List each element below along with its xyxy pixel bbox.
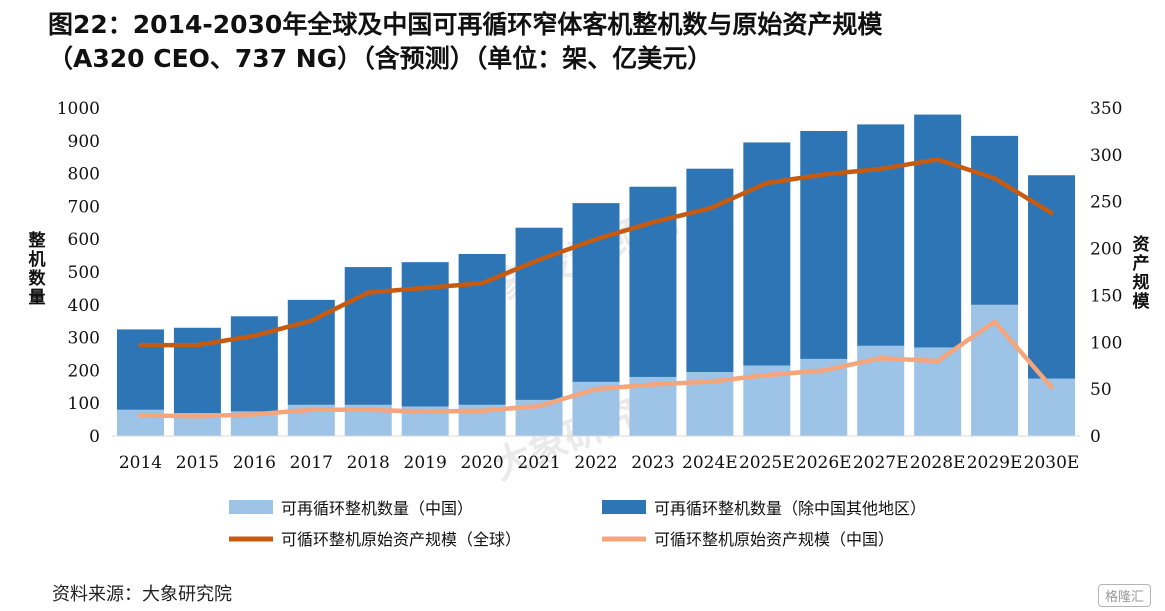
line-global-asset: [138, 157, 1054, 348]
bar-rest-of-world-2028E: [914, 114, 962, 348]
x-tick-label-2014: 2014: [119, 453, 162, 473]
x-tick-label-2019: 2019: [404, 453, 447, 473]
y-right-tick-300: 300: [1090, 146, 1122, 166]
bar-rest-of-world-2023: [629, 186, 677, 377]
legend-label-0: 可再循环整机数量（中国）: [281, 499, 473, 518]
y-left-tick-400: 400: [68, 296, 100, 316]
publisher-badge: 格隆汇: [1097, 584, 1151, 607]
bar-china-2015: [173, 413, 221, 436]
x-tick-label-2029E: 2029E: [967, 453, 1023, 473]
y-left-axis-title: 整机数量: [29, 230, 47, 308]
bar-china-2029E: [971, 304, 1019, 436]
y-right-axis-title: 资产规模: [1133, 234, 1151, 312]
legend: 可再循环整机数量（中国） 可再循环整机数量（除中国其他地区） 可循环整机原始资产规模…: [229, 499, 926, 549]
x-tick-label-2015: 2015: [176, 453, 219, 473]
axis-title-char: 量: [29, 287, 46, 308]
axis-title-char: 整: [29, 230, 46, 251]
x-tick-label-2016: 2016: [233, 453, 276, 473]
x-tick-label-2021: 2021: [517, 453, 560, 473]
x-tick-label-2018: 2018: [347, 453, 390, 473]
y-left-tick-200: 200: [68, 361, 100, 381]
x-tick-label-2017: 2017: [290, 453, 333, 473]
axis-title-char: 模: [1133, 291, 1151, 312]
legend-swatch-1: [602, 500, 646, 514]
y-right-tick-150: 150: [1090, 286, 1122, 306]
legend-label-2: 可循环整机原始资产规模（全球）: [281, 530, 521, 549]
y-right-tick-350: 350: [1090, 99, 1122, 119]
axis-title-char: 数: [29, 268, 47, 289]
y-left-tick-700: 700: [68, 197, 100, 217]
bar-rest-of-world-2025E: [743, 142, 791, 366]
bar-rest-of-world-2022: [572, 203, 620, 382]
y-right-tick-200: 200: [1090, 240, 1122, 260]
axes-layer: 2014 2015 2016 2017 2018 2019 2020 2021 2022 2023…: [57, 99, 1123, 473]
axis-title-char: 资: [1133, 234, 1150, 255]
legend-swatch-0: [229, 500, 273, 514]
y-right-tick-250: 250: [1090, 193, 1122, 213]
source-note: 资料来源：大象研究院: [52, 584, 232, 605]
legend-label-3: 可循环整机原始资产规模（中国）: [654, 530, 894, 549]
x-tick-label-2022: 2022: [574, 453, 617, 473]
bar-rest-of-world-2017: [287, 299, 335, 405]
x-tick-label-2020: 2020: [460, 453, 503, 473]
bar-rest-of-world-2018: [344, 267, 392, 405]
y-right-tick-50: 50: [1090, 380, 1112, 400]
bar-rest-of-world-2026E: [800, 130, 848, 359]
x-tick-label-2025E: 2025E: [739, 453, 795, 473]
chart-title-line2: （A320 CEO、737 NG）（含预测）（单位：架、亿美元）: [48, 44, 713, 73]
bar-rest-of-world-2030E: [1028, 175, 1076, 379]
y-left-tick-0: 0: [89, 427, 100, 447]
axis-title-char: 机: [29, 249, 46, 270]
y-left-tick-100: 100: [68, 394, 100, 414]
axis-title-char: 规: [1133, 273, 1150, 293]
chart-title: 图22：2014-2030年全球及中国可再循环窄体客机整机数与原始资产规模 （A…: [48, 8, 1148, 76]
x-tick-label-2024E: 2024E: [682, 453, 738, 473]
y-right-tick-0: 0: [1090, 427, 1101, 447]
bar-rest-of-world-2019: [401, 262, 449, 407]
x-tick-label-2028E: 2028E: [910, 453, 966, 473]
axis-title-char: 产: [1133, 253, 1150, 274]
x-tick-label-2027E: 2027E: [853, 453, 909, 473]
y-left-tick-800: 800: [68, 165, 100, 185]
chart-canvas: 大象投资顾问 大象研究院 201420152016201720182019202…: [29, 99, 1151, 549]
y-left-tick-600: 600: [68, 230, 100, 250]
legend-label-1: 可再循环整机数量（除中国其他地区）: [654, 499, 926, 518]
y-right-tick-100: 100: [1090, 333, 1122, 353]
y-left-tick-300: 300: [68, 329, 100, 349]
chart-title-line1: 图22：2014-2030年全球及中国可再循环窄体客机整机数与原始资产规模: [48, 10, 883, 39]
line-layer: [138, 157, 1054, 419]
y-left-tick-500: 500: [68, 263, 100, 283]
x-tick-label-2030E: 2030E: [1024, 453, 1080, 473]
x-tick-label-2026E: 2026E: [796, 453, 852, 473]
x-tick-label-2023: 2023: [631, 453, 674, 473]
bar-rest-of-world-2029E: [971, 135, 1019, 305]
line-china-asset: [138, 319, 1054, 419]
bar-rest-of-world-2027E: [857, 124, 905, 346]
y-left-tick-1000: 1000: [57, 99, 100, 119]
y-left-tick-900: 900: [68, 132, 100, 152]
bar-rest-of-world-2014: [116, 329, 164, 410]
